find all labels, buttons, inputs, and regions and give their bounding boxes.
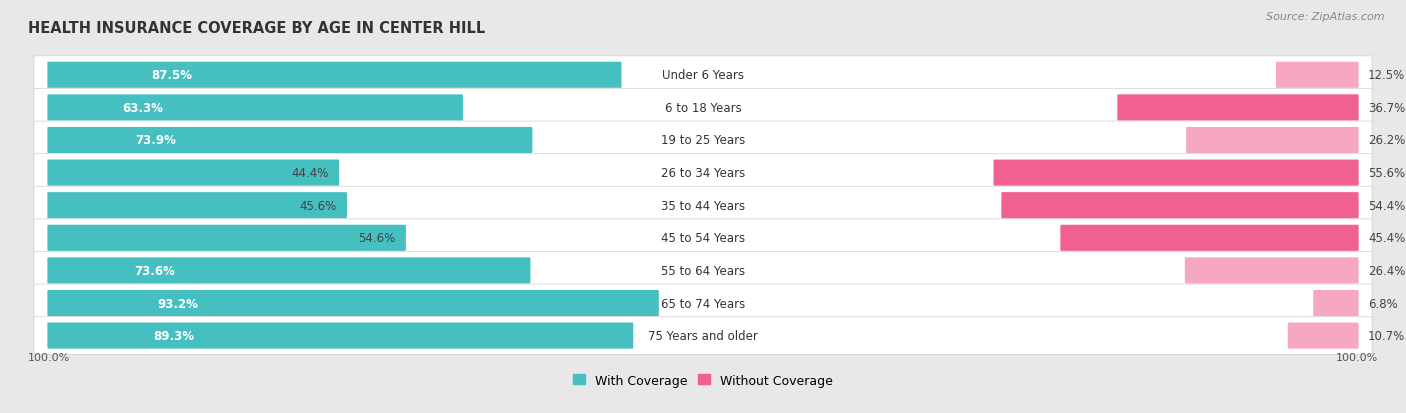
Text: 100.0%: 100.0% xyxy=(28,352,70,363)
FancyBboxPatch shape xyxy=(1288,323,1358,349)
FancyBboxPatch shape xyxy=(1187,128,1358,154)
FancyBboxPatch shape xyxy=(1001,193,1358,219)
FancyBboxPatch shape xyxy=(34,285,1372,322)
Text: Under 6 Years: Under 6 Years xyxy=(662,69,744,82)
Text: 55 to 64 Years: 55 to 64 Years xyxy=(661,264,745,277)
FancyBboxPatch shape xyxy=(48,225,406,251)
FancyBboxPatch shape xyxy=(48,323,633,349)
Text: 26 to 34 Years: 26 to 34 Years xyxy=(661,167,745,180)
Text: Source: ZipAtlas.com: Source: ZipAtlas.com xyxy=(1267,12,1385,22)
Text: 54.4%: 54.4% xyxy=(1368,199,1406,212)
FancyBboxPatch shape xyxy=(1060,225,1358,251)
Text: 73.6%: 73.6% xyxy=(135,264,176,277)
Text: 45 to 54 Years: 45 to 54 Years xyxy=(661,232,745,244)
FancyBboxPatch shape xyxy=(34,154,1372,192)
Text: 6.8%: 6.8% xyxy=(1368,297,1398,310)
Text: 12.5%: 12.5% xyxy=(1368,69,1406,82)
FancyBboxPatch shape xyxy=(48,193,347,219)
FancyBboxPatch shape xyxy=(48,258,530,284)
FancyBboxPatch shape xyxy=(1313,290,1358,316)
FancyBboxPatch shape xyxy=(48,95,463,121)
FancyBboxPatch shape xyxy=(34,187,1372,225)
Text: 6 to 18 Years: 6 to 18 Years xyxy=(665,102,741,114)
Text: 36.7%: 36.7% xyxy=(1368,102,1406,114)
Text: 26.2%: 26.2% xyxy=(1368,134,1406,147)
Text: HEALTH INSURANCE COVERAGE BY AGE IN CENTER HILL: HEALTH INSURANCE COVERAGE BY AGE IN CENT… xyxy=(28,21,485,36)
Text: 44.4%: 44.4% xyxy=(291,167,329,180)
FancyBboxPatch shape xyxy=(34,252,1372,290)
Text: 26.4%: 26.4% xyxy=(1368,264,1406,277)
FancyBboxPatch shape xyxy=(1275,63,1358,89)
FancyBboxPatch shape xyxy=(34,89,1372,127)
Text: 93.2%: 93.2% xyxy=(157,297,198,310)
Text: 75 Years and older: 75 Years and older xyxy=(648,329,758,342)
FancyBboxPatch shape xyxy=(48,128,533,154)
Text: 54.6%: 54.6% xyxy=(359,232,395,244)
Text: 73.9%: 73.9% xyxy=(135,134,176,147)
FancyBboxPatch shape xyxy=(1185,258,1358,284)
Legend: With Coverage, Without Coverage: With Coverage, Without Coverage xyxy=(568,369,838,392)
Text: 35 to 44 Years: 35 to 44 Years xyxy=(661,199,745,212)
Text: 100.0%: 100.0% xyxy=(1336,352,1378,363)
Text: 65 to 74 Years: 65 to 74 Years xyxy=(661,297,745,310)
Text: 55.6%: 55.6% xyxy=(1368,167,1405,180)
FancyBboxPatch shape xyxy=(48,160,339,186)
FancyBboxPatch shape xyxy=(48,63,621,89)
Text: 19 to 25 Years: 19 to 25 Years xyxy=(661,134,745,147)
FancyBboxPatch shape xyxy=(48,290,659,316)
Text: 89.3%: 89.3% xyxy=(153,329,194,342)
Text: 45.6%: 45.6% xyxy=(299,199,336,212)
Text: 45.4%: 45.4% xyxy=(1368,232,1406,244)
FancyBboxPatch shape xyxy=(1118,95,1358,121)
FancyBboxPatch shape xyxy=(994,160,1358,186)
Text: 10.7%: 10.7% xyxy=(1368,329,1406,342)
Text: 63.3%: 63.3% xyxy=(122,102,163,114)
FancyBboxPatch shape xyxy=(34,219,1372,257)
FancyBboxPatch shape xyxy=(34,317,1372,355)
FancyBboxPatch shape xyxy=(34,57,1372,95)
FancyBboxPatch shape xyxy=(34,122,1372,159)
Text: 87.5%: 87.5% xyxy=(150,69,193,82)
